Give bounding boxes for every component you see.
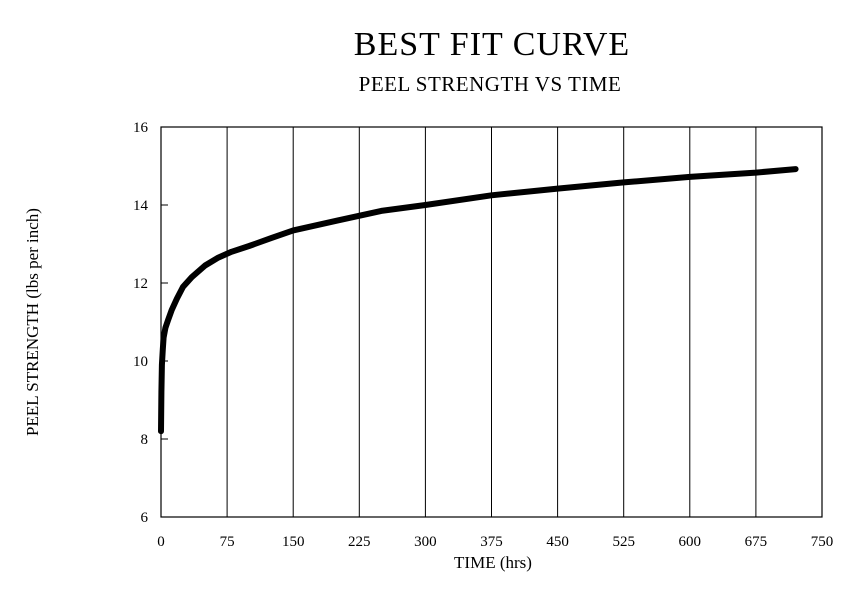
tick-layer: 0 75 150 225 300 375 450 525 600 675 750 6 8 10 12 14 16 — [133, 120, 833, 550]
y-tick-label: 14 — [133, 198, 149, 214]
y-axis-label: PEEL STRENGTH (lbs per inch) — [23, 208, 42, 436]
x-tick-label: 300 — [414, 534, 437, 550]
x-tick-label: 675 — [745, 534, 768, 550]
x-tick-label: 750 — [811, 534, 834, 550]
x-tick-label: 0 — [157, 534, 165, 550]
y-tick-label: 12 — [133, 276, 148, 292]
x-tick-label: 525 — [612, 534, 635, 550]
x-tick-label: 375 — [480, 534, 503, 550]
x-tick-label: 150 — [282, 534, 305, 550]
best-fit-curve — [158, 166, 799, 435]
x-tick-label: 75 — [220, 534, 235, 550]
y-tick-label: 16 — [133, 120, 149, 136]
y-tick-label: 6 — [141, 510, 149, 526]
x-tick-label: 225 — [348, 534, 371, 550]
plot-frame — [160, 126, 823, 518]
series-layer — [158, 166, 799, 435]
y-tick-label: 8 — [141, 432, 149, 448]
chart-subtitle: PEEL STRENGTH VS TIME — [359, 72, 622, 96]
chart-title: BEST FIT CURVE — [354, 26, 630, 63]
y-tick-label: 10 — [133, 354, 148, 370]
grid-layer — [226, 127, 757, 517]
x-tick-label: 600 — [679, 534, 702, 550]
x-tick-label: 450 — [546, 534, 569, 550]
x-axis-label: TIME (hrs) — [454, 553, 532, 572]
